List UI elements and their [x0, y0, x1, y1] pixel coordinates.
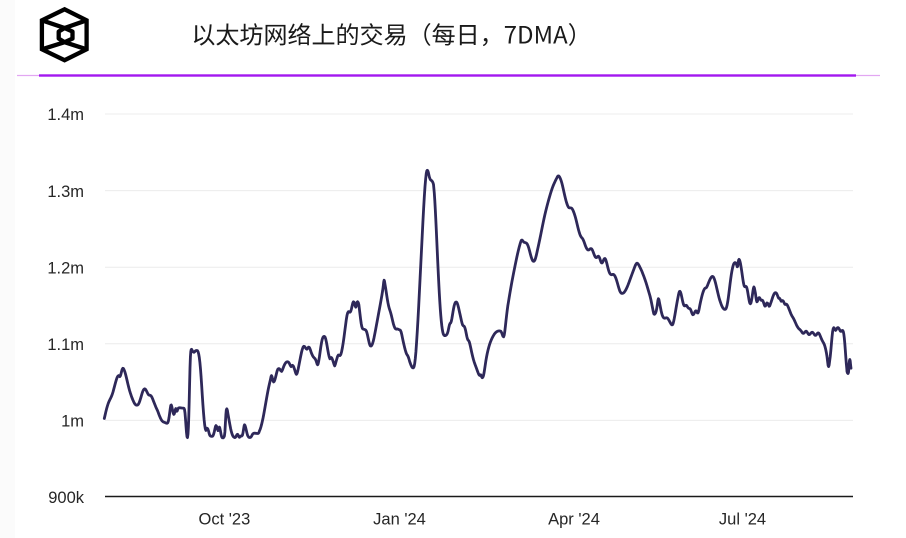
svg-text:1.1m: 1.1m — [47, 336, 84, 354]
svg-text:1.3m: 1.3m — [47, 183, 84, 201]
svg-text:1.4m: 1.4m — [47, 106, 84, 124]
svg-text:Oct '23: Oct '23 — [199, 510, 251, 528]
svg-text:1m: 1m — [61, 413, 84, 431]
svg-text:1.2m: 1.2m — [47, 259, 84, 277]
svg-text:900k: 900k — [48, 489, 85, 507]
svg-text:Jan '24: Jan '24 — [373, 510, 426, 528]
svg-text:Jul '24: Jul '24 — [719, 510, 766, 528]
svg-text:Apr '24: Apr '24 — [548, 510, 600, 528]
